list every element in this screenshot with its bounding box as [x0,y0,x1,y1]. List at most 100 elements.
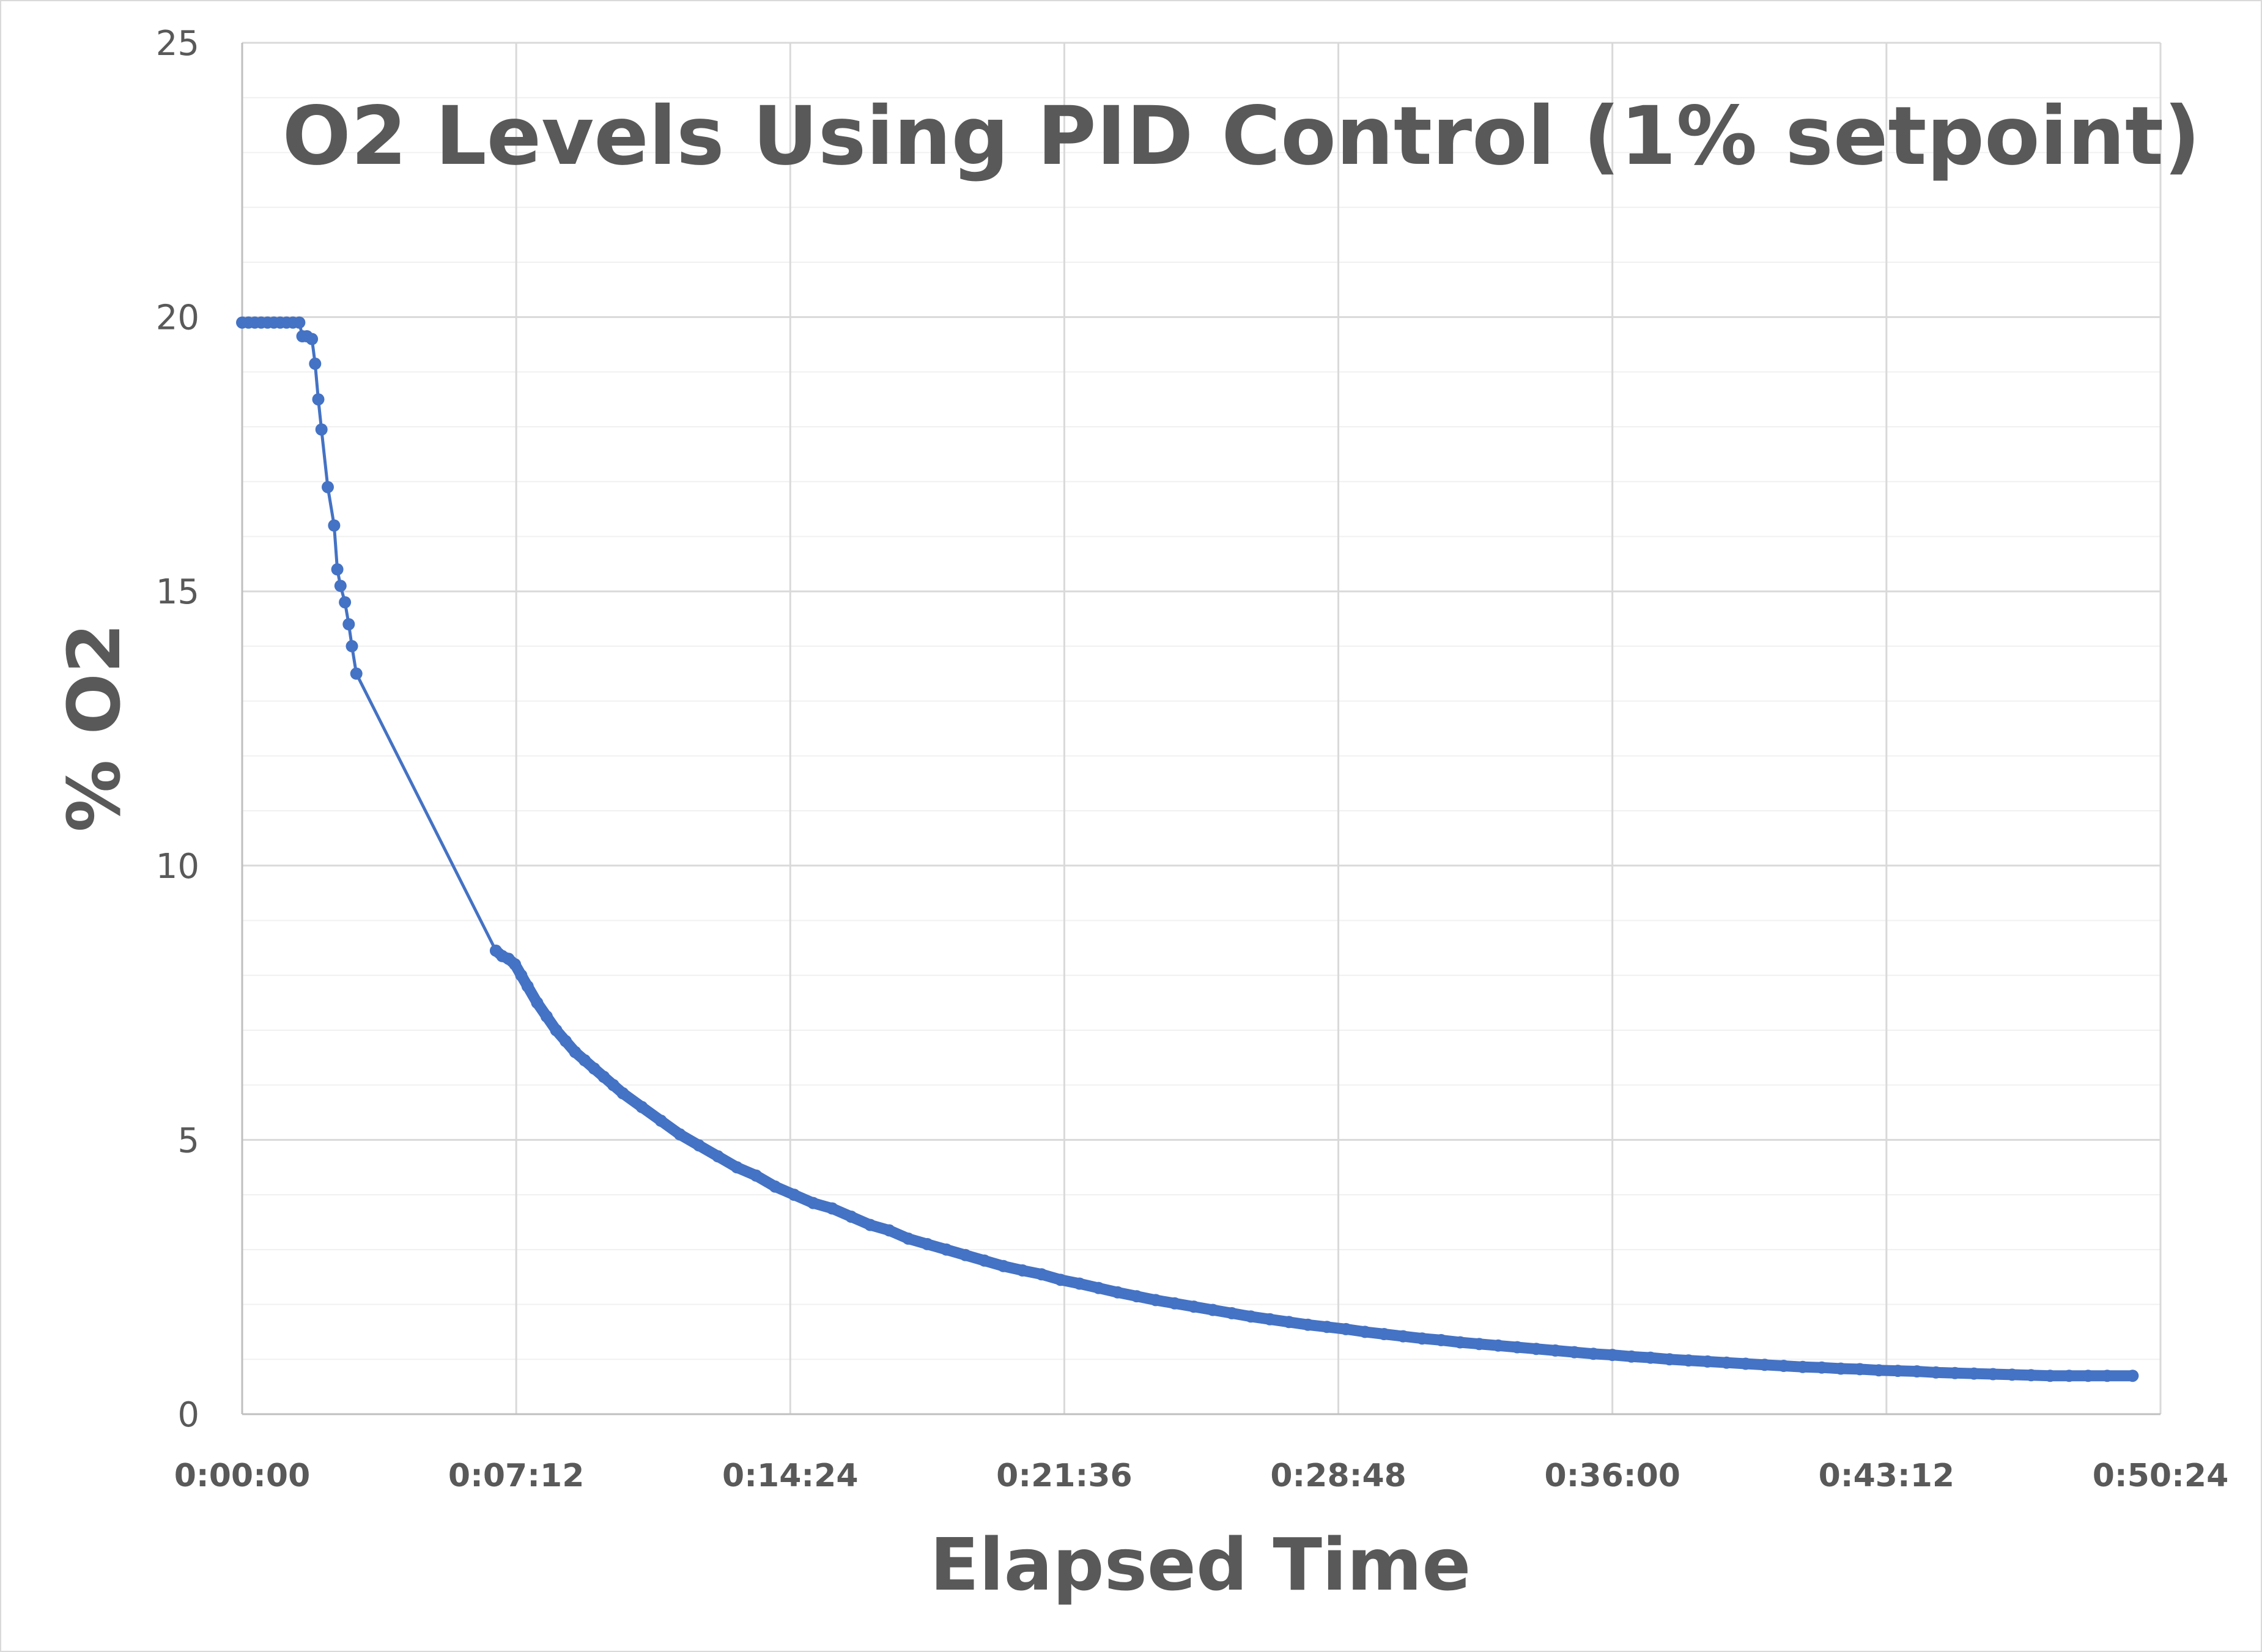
data-point [331,563,344,576]
data-point [1568,1346,1581,1359]
data-point [334,580,347,592]
data-point [654,1115,667,1127]
data-point [2082,1370,2094,1382]
data-point [293,316,306,329]
data-point [1701,1355,1714,1368]
data-point [1359,1326,1372,1338]
data-point [346,640,358,652]
data-point [1968,1367,1980,1380]
data-point [1835,1362,1847,1375]
data-point [1111,1286,1124,1299]
data-point [1035,1268,1048,1281]
data-point [1530,1343,1543,1355]
y-axis-title: % O2 [52,623,136,832]
data-point [509,958,522,971]
data-point [959,1248,972,1261]
data-point [692,1139,705,1152]
data-point [588,1062,601,1075]
data-point [531,997,544,1009]
x-tick-label: 0:36:00 [1544,1458,1680,1494]
data-point [1549,1344,1562,1357]
data-point [788,1189,800,1201]
data-point [902,1232,915,1245]
data-point [597,1071,610,1083]
data-point [315,423,328,436]
data-point [1340,1322,1352,1335]
data-point [1378,1328,1391,1340]
x-tick-label: 0:28:48 [1270,1458,1406,1494]
data-point [978,1254,991,1267]
data-point [673,1128,686,1141]
x-tick-label: 0:21:36 [996,1458,1133,1494]
data-point [1948,1366,1961,1379]
y-tick-label: 0 [177,1395,199,1435]
data-point [883,1224,896,1237]
data-point [826,1202,838,1215]
data-point [1492,1339,1504,1352]
y-tick-label: 5 [177,1121,199,1160]
data-point [1796,1360,1809,1373]
y-tick-label: 20 [156,298,199,338]
data-point [1092,1281,1105,1294]
data-point [309,357,322,370]
data-point [807,1197,819,1209]
data-point [1929,1366,1942,1379]
data-point [1987,1368,2000,1381]
x-tick-label: 0:14:24 [722,1458,859,1494]
minor-gridlines [242,97,2160,1360]
data-point [997,1259,1010,1272]
data-point [845,1211,857,1223]
data-point [350,667,363,680]
data-point [1149,1294,1162,1307]
data-point [306,333,319,345]
data-point [1777,1360,1790,1372]
data-point [1644,1351,1657,1364]
y-tick-labels: 0 5 10 15 20 25 [156,24,199,1435]
data-point [1625,1350,1638,1363]
data-point [1188,1300,1200,1313]
data-point [1511,1341,1524,1354]
data-point [515,969,528,982]
data-point [769,1180,782,1193]
data-point [616,1087,629,1100]
data-point [1758,1359,1771,1371]
data-point [1016,1264,1029,1277]
data-point [1301,1318,1314,1331]
data-point [1073,1277,1086,1290]
x-tick-label: 0:50:24 [2093,1458,2229,1494]
data-point [560,1034,572,1047]
data-point [1320,1321,1333,1333]
data-point [2006,1368,2019,1381]
data-point [569,1045,582,1058]
data-point [1606,1349,1619,1362]
data-point [1454,1336,1466,1349]
data-point [2044,1370,2057,1382]
x-axis-title: Elapsed Time [930,1522,1471,1607]
major-gridlines [241,42,2162,1415]
data-point [312,393,325,406]
data-point [1244,1310,1257,1323]
data-point [940,1243,953,1256]
data-point [540,1010,553,1023]
data-point [635,1101,648,1113]
data-point [1891,1365,1904,1377]
data-point [2101,1370,2113,1382]
series-points-group [236,316,2139,1382]
x-tick-label: 0:43:12 [1819,1458,1955,1494]
data-point [2063,1370,2075,1382]
x-tick-label: 0:07:12 [448,1458,585,1494]
data-point [521,980,534,993]
data-point [1282,1316,1295,1329]
data-point [921,1237,934,1250]
data-point [1854,1363,1866,1376]
data-point [342,618,355,630]
data-point [2025,1369,2038,1382]
data-point [578,1054,591,1067]
data-point [1416,1332,1429,1345]
data-point [712,1150,724,1163]
data-point [731,1161,744,1174]
data-point [1435,1333,1447,1346]
x-tick-labels: 0:00:00 0:07:12 0:14:24 0:21:36 0:28:48 0:36:… [174,1458,2229,1494]
data-point [1910,1365,1923,1377]
data-point [1720,1356,1733,1369]
